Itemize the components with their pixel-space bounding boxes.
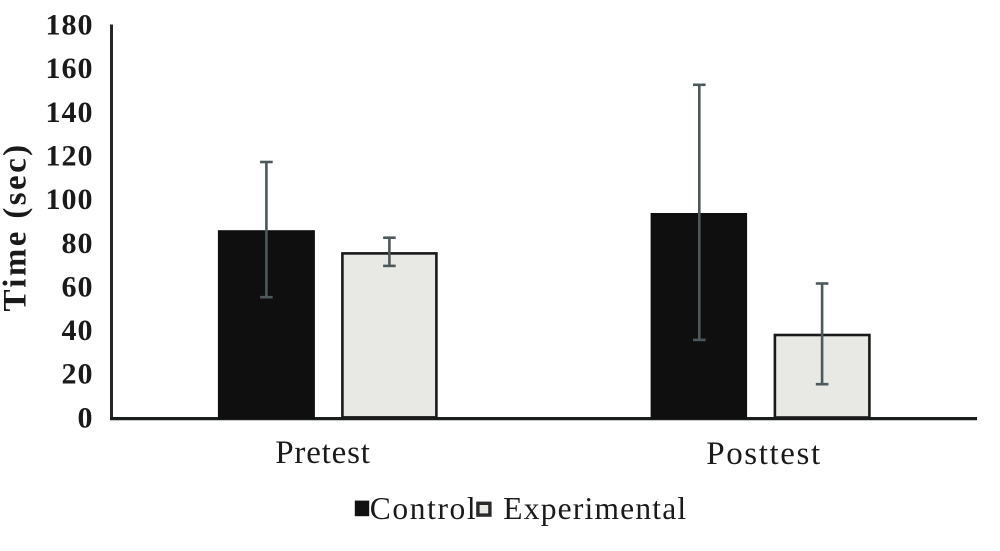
svg-text:180: 180: [46, 9, 94, 42]
svg-text:80: 80: [62, 227, 94, 260]
svg-text:160: 160: [46, 52, 94, 85]
svg-text:Posttest: Posttest: [706, 436, 822, 472]
svg-text:0: 0: [78, 401, 94, 434]
svg-text:Experimental: Experimental: [503, 491, 687, 526]
svg-text:Time (sec): Time (sec): [0, 142, 34, 311]
svg-text:20: 20: [62, 358, 94, 391]
svg-text:100: 100: [46, 183, 94, 216]
svg-text:140: 140: [46, 96, 94, 129]
svg-text:40: 40: [62, 314, 94, 347]
svg-text:60: 60: [62, 270, 94, 303]
svg-text:Pretest: Pretest: [275, 435, 370, 471]
svg-text:120: 120: [46, 140, 94, 173]
svg-text:Control: Control: [370, 491, 477, 526]
